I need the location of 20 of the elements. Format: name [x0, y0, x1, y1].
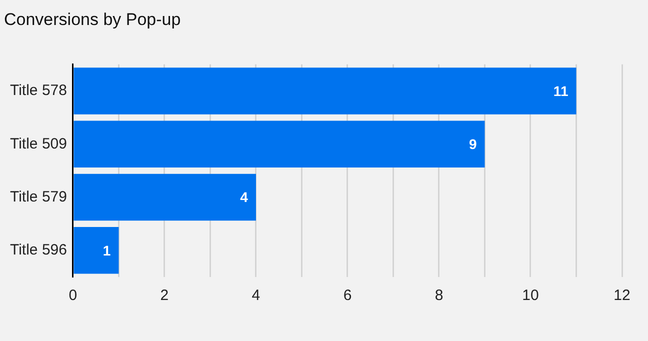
y-tick-label: Title 596	[10, 242, 67, 259]
y-tick-label: Title 578	[10, 82, 67, 100]
data-label: 9	[468, 136, 477, 152]
x-tick-label: 10	[522, 287, 539, 304]
x-tick-label: 12	[614, 287, 630, 304]
x-tick-label: 8	[434, 287, 444, 304]
x-tick-label: 2	[160, 287, 169, 304]
bar	[74, 68, 576, 114]
x-tick-label: 4	[252, 287, 260, 304]
chart-title: Conversions by Pop-up	[4, 10, 181, 29]
x-tick-label: 6	[343, 287, 352, 304]
bar	[74, 227, 119, 274]
data-label: 4	[240, 189, 248, 206]
data-label: 1	[102, 242, 111, 258]
data-label: 11	[553, 82, 568, 99]
bar	[74, 120, 485, 168]
y-tick-label: Title 509	[10, 135, 67, 152]
bar	[74, 174, 256, 221]
x-tick-label: 0	[68, 287, 78, 304]
y-tick-label: Title 579	[10, 188, 67, 206]
